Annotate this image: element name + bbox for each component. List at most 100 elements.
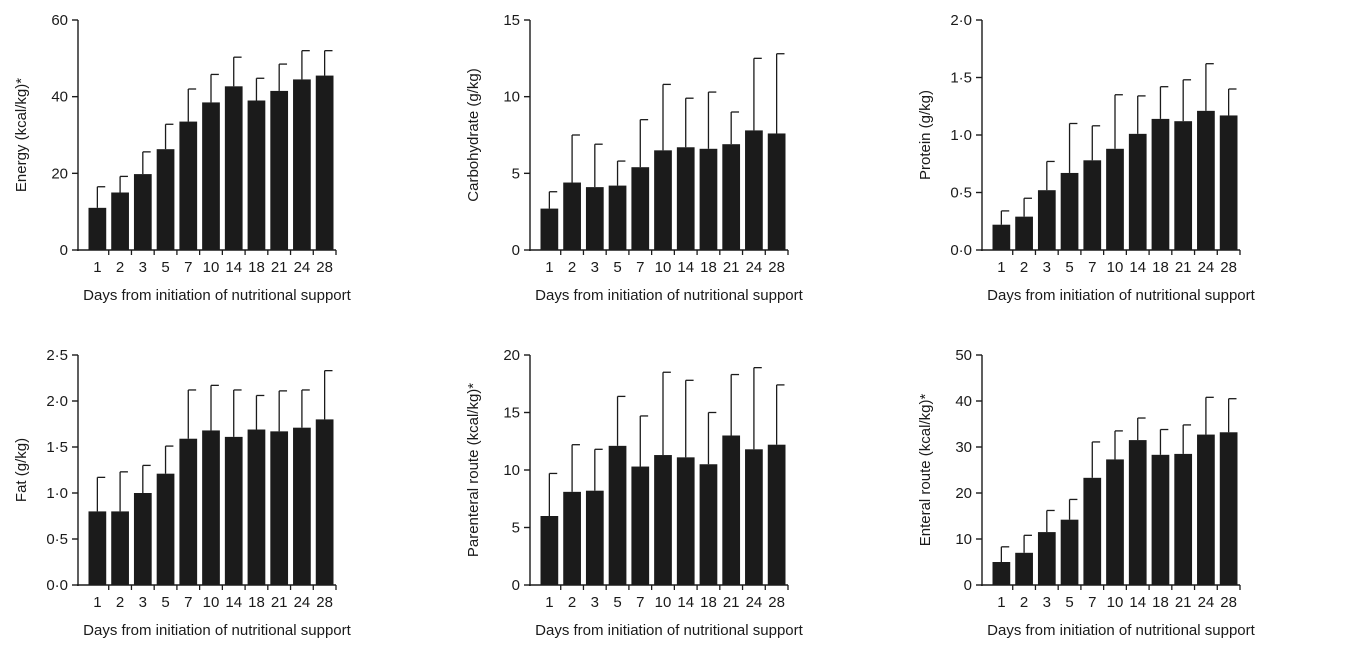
y-axis-label: Energy (kcal/kg)* [13,78,30,192]
bar-day-18 [1151,118,1170,251]
y-tick-label: 0 [60,242,68,259]
x-tick-label-21: 21 [1175,594,1192,611]
y-tick-label: 1·5 [950,70,972,87]
x-tick-label-7: 7 [636,594,644,611]
x-tick-label-2: 2 [568,259,576,276]
y-tick-label: 40 [955,393,972,410]
y-tick-label: 0 [964,577,972,594]
x-tick-label-3: 3 [591,594,599,611]
bar-day-3 [133,493,152,585]
y-tick-label: 1·5 [46,439,68,456]
x-tick-label-21: 21 [271,259,288,276]
x-axis-label: Days from initiation of nutritional supp… [83,287,351,304]
bar-day-10 [202,430,220,585]
x-axis-label: Days from initiation of nutritional supp… [83,622,351,639]
bar-day-5 [156,473,175,585]
bar-day-14 [676,457,695,585]
x-tick-label-18: 18 [248,594,265,611]
x-tick-label-14: 14 [677,594,694,611]
bar-day-18 [247,100,266,250]
x-tick-label-24: 24 [294,594,311,611]
y-axis-label: Enteral route (kcal/kg)* [917,394,934,547]
bar-day-2 [1015,216,1033,250]
bar-day-21 [270,90,289,251]
x-tick-label-7: 7 [636,259,644,276]
bar-day-10 [1106,148,1124,250]
x-tick-label-14: 14 [677,259,694,276]
bar-day-1 [992,224,1011,250]
x-tick-label-5: 5 [1065,594,1073,611]
y-tick-label: 0·0 [950,242,972,259]
x-tick-label-28: 28 [316,259,333,276]
y-tick-label: 15 [503,405,520,422]
x-tick-label-21: 21 [271,594,288,611]
bar-day-18 [699,148,718,250]
y-axis-label: Fat (g/kg) [13,438,30,502]
bar-day-21 [722,144,741,250]
y-tick-label: 10 [503,89,520,106]
bar-day-24 [1197,110,1215,250]
bar-day-18 [1151,454,1170,585]
x-tick-label-7: 7 [1088,594,1096,611]
x-tick-label-18: 18 [1152,594,1169,611]
bar-day-7 [631,167,650,250]
x-tick-label-18: 18 [700,259,717,276]
bar-day-14 [1128,440,1147,585]
x-tick-label-3: 3 [139,594,147,611]
bar-day-28 [767,133,786,250]
bar-day-24 [745,449,763,585]
x-axis-label: Days from initiation of nutritional supp… [987,622,1255,639]
bar-day-28 [315,75,334,250]
bar-day-24 [1197,434,1215,585]
y-tick-label: 1·0 [46,485,68,502]
x-tick-label-3: 3 [591,259,599,276]
x-tick-label-28: 28 [768,259,785,276]
x-tick-label-2: 2 [568,594,576,611]
bar-day-3 [585,490,604,585]
bar-day-1 [88,511,107,585]
y-tick-label: 0·5 [46,531,68,548]
y-tick-label: 2·0 [46,393,68,410]
bar-day-24 [293,79,311,251]
bar-day-18 [247,429,266,585]
x-axis-label: Days from initiation of nutritional supp… [535,287,803,304]
x-tick-label-24: 24 [1198,259,1215,276]
bar-day-2 [111,192,129,250]
bar-day-5 [156,149,175,250]
bar-day-21 [722,435,741,585]
bar-day-1 [992,562,1011,585]
x-tick-label-1: 1 [545,594,553,611]
x-tick-label-28: 28 [1220,259,1237,276]
bar-day-28 [315,419,334,585]
y-tick-label: 0 [512,242,520,259]
bar-day-14 [224,436,243,585]
bar-day-24 [293,427,311,585]
x-tick-label-14: 14 [1129,594,1146,611]
x-tick-label-28: 28 [1220,594,1237,611]
bar-day-10 [202,102,220,251]
bar-day-5 [1060,172,1079,250]
bar-day-3 [133,174,152,250]
x-axis-label: Days from initiation of nutritional supp… [987,287,1255,304]
x-tick-label-1: 1 [93,259,101,276]
x-tick-label-5: 5 [161,594,169,611]
y-axis-label: Parenteral route (kcal/kg)* [465,383,482,557]
x-tick-label-18: 18 [700,594,717,611]
x-tick-label-14: 14 [1129,259,1146,276]
y-tick-label: 60 [51,12,68,29]
x-tick-label-10: 10 [655,594,672,611]
bar-day-3 [585,187,604,250]
bar-day-3 [1037,190,1056,250]
chart-panel-6: 0 10 20 30 40 50 Enteral route (kcal/kg)* 1 2 3 5 7… [917,347,1256,639]
y-axis-label: Protein (g/kg) [917,90,934,180]
y-tick-label: 15 [503,12,520,29]
y-axis-label: Carbohydrate (g/kg) [465,68,482,201]
bar-day-21 [1174,453,1193,585]
x-tick-label-1: 1 [93,594,101,611]
x-tick-label-24: 24 [294,259,311,276]
x-tick-label-5: 5 [1065,259,1073,276]
bar-day-7 [1083,160,1102,250]
y-tick-label: 2·0 [950,12,972,29]
x-tick-label-21: 21 [723,594,740,611]
